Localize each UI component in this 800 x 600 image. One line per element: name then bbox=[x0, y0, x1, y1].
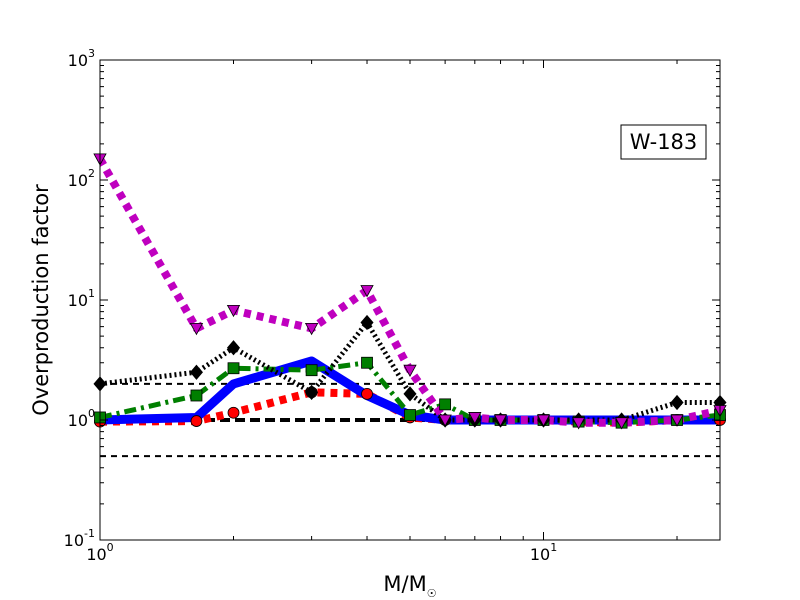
plot-area bbox=[100, 60, 720, 540]
series-3-point bbox=[305, 384, 319, 400]
series-4-point bbox=[189, 322, 204, 336]
y-tick-label: 102 bbox=[68, 167, 95, 190]
series-4-point bbox=[493, 414, 508, 427]
annotation-label: W-183 bbox=[630, 130, 698, 154]
series-0-point bbox=[190, 415, 203, 427]
x-axis-label-main: M/M bbox=[383, 572, 426, 596]
series-4-point bbox=[360, 285, 374, 298]
y-tick-label: 103 bbox=[68, 47, 95, 70]
x-axis-label: M/M☉ bbox=[383, 572, 436, 600]
series-4-point bbox=[304, 322, 319, 336]
series-4-point bbox=[614, 417, 629, 430]
y-tick-label: 100 bbox=[68, 407, 95, 430]
series-4-point bbox=[226, 304, 241, 318]
annotation-box: W-183 bbox=[620, 124, 707, 160]
series-2-point bbox=[404, 409, 416, 421]
series-4-point bbox=[536, 414, 551, 427]
x-axis-label-sub: ☉ bbox=[427, 587, 437, 600]
series-4-point bbox=[571, 417, 586, 430]
series-2-point bbox=[439, 398, 452, 411]
series-4-point bbox=[468, 412, 482, 425]
series-0-point bbox=[361, 388, 373, 400]
series-lines bbox=[100, 156, 720, 427]
x-tick-label: 100 bbox=[86, 541, 113, 564]
series-2-point bbox=[361, 356, 373, 369]
axis-ticks bbox=[99, 59, 720, 541]
series-4-point bbox=[670, 414, 684, 427]
series-2-point bbox=[190, 389, 203, 402]
x-tick-label: 101 bbox=[530, 541, 557, 564]
series-markers bbox=[93, 153, 727, 430]
series-3-point bbox=[226, 340, 241, 356]
y-tick-label: 10-1 bbox=[64, 527, 95, 550]
y-axis-label: Overproduction factor bbox=[29, 184, 53, 416]
series-4-point bbox=[438, 414, 452, 427]
series-0-point bbox=[227, 406, 240, 419]
series-3-point bbox=[670, 394, 684, 411]
series-4-point bbox=[403, 364, 417, 378]
series-3-point bbox=[360, 314, 374, 331]
series-3-point bbox=[189, 364, 203, 380]
series-line-4 bbox=[100, 156, 720, 427]
series-2-point bbox=[227, 362, 240, 375]
series-3-point bbox=[403, 386, 417, 402]
y-tick-label: 101 bbox=[68, 287, 95, 310]
series-2-point bbox=[305, 364, 318, 377]
